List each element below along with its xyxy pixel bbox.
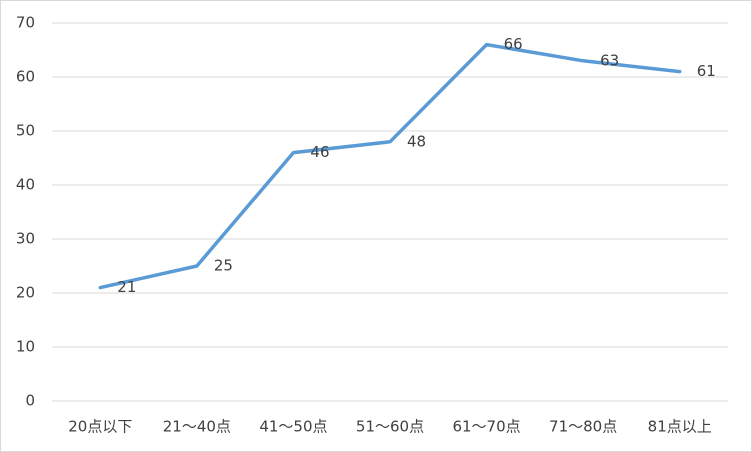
x-tick-label: 71～80点 xyxy=(549,418,617,436)
data-line xyxy=(98,42,682,290)
data-label: 46 xyxy=(310,143,329,161)
x-tick-label: 41～50点 xyxy=(259,418,327,436)
x-tick-label: 21～40点 xyxy=(163,418,231,436)
data-label: 21 xyxy=(117,278,136,296)
y-tick-label: 20 xyxy=(16,284,35,302)
y-tick-label: 0 xyxy=(25,392,35,410)
y-tick-label: 70 xyxy=(16,14,35,32)
data-label: 61 xyxy=(697,62,716,80)
x-tick-label: 20点以下 xyxy=(68,418,132,436)
y-tick-label: 40 xyxy=(16,176,35,194)
data-label: 25 xyxy=(214,257,233,275)
data-label: 63 xyxy=(600,51,619,69)
y-tick-label: 10 xyxy=(16,338,35,356)
y-tick-label: 30 xyxy=(16,230,35,248)
x-tick-label: 51～60点 xyxy=(356,418,424,436)
y-tick-label: 50 xyxy=(16,122,35,140)
y-tick-label: 60 xyxy=(16,68,35,86)
x-tick-label: 81点以上 xyxy=(648,418,712,436)
data-label: 66 xyxy=(504,35,523,53)
x-tick-label: 61～70点 xyxy=(452,418,520,436)
data-label: 48 xyxy=(407,132,426,150)
